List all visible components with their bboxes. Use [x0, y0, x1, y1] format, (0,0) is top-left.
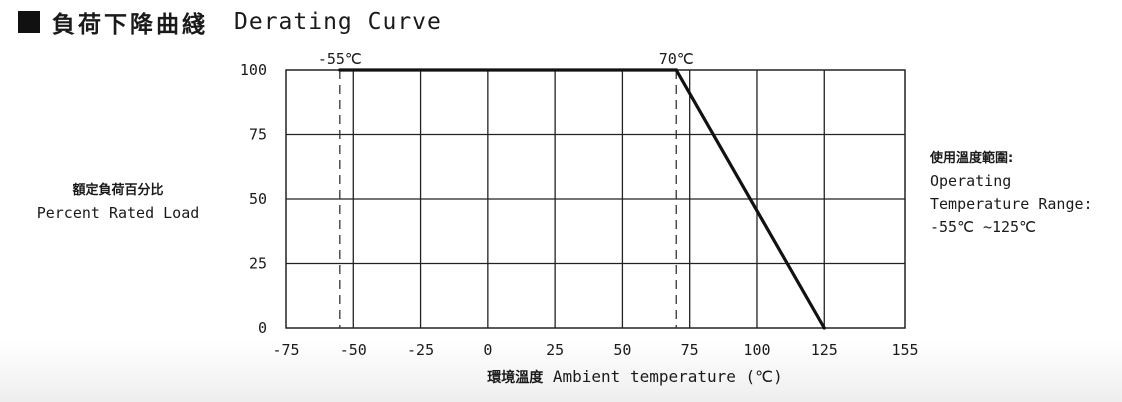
data-point	[338, 68, 342, 72]
x-tick-label: 155	[891, 341, 918, 359]
square-bullet-icon	[18, 11, 40, 33]
bottom-fade	[0, 340, 1122, 402]
page-title: 負荷下降曲綫 Derating Curve	[18, 6, 442, 38]
operating-range-label-line2: Temperature Range:	[930, 195, 1093, 213]
y-tick-label: 0	[258, 319, 267, 337]
x-axis-label-chinese: 環境溫度	[487, 370, 544, 386]
data-point	[822, 326, 826, 330]
y-tick-label: 25	[249, 255, 267, 273]
x-tick-label: 50	[613, 341, 631, 359]
title-english: Derating Curve	[234, 9, 442, 35]
x-tick-label: -25	[407, 341, 434, 359]
y-axis-label: 額定負荷百分比 Percent Rated Load	[18, 180, 218, 224]
x-tick-label: 100	[743, 341, 770, 359]
reference-line-label: -55℃	[318, 50, 362, 68]
operating-range-label-chinese: 使用溫度範圍:	[930, 151, 1014, 166]
reference-line-label: 70℃	[659, 50, 694, 68]
x-tick-label: 75	[681, 341, 699, 359]
y-tick-label: 50	[249, 190, 267, 208]
title-chinese: 負荷下降曲綫	[52, 12, 208, 38]
x-axis-label: 環境溫度 Ambient temperature (℃)	[400, 367, 870, 387]
y-axis-label-english: Percent Rated Load	[36, 204, 200, 222]
x-axis-label-english: Ambient temperature (℃)	[552, 367, 783, 386]
operating-range-note: 使用溫度範圍: Operating Temperature Range: -55…	[930, 147, 1120, 239]
x-tick-label: -75	[272, 341, 299, 359]
y-tick-label: 75	[249, 126, 267, 144]
x-tick-label: 25	[546, 341, 564, 359]
operating-range-label-line1: Operating	[930, 172, 1012, 190]
y-axis-label-chinese: 額定負荷百分比	[72, 183, 164, 198]
x-tick-label: -50	[340, 341, 367, 359]
data-point	[674, 68, 678, 72]
y-tick-label: 100	[240, 61, 267, 79]
x-tick-label: 0	[483, 341, 492, 359]
operating-range-value: -55℃ ~125℃	[930, 218, 1036, 236]
x-tick-label: 125	[811, 341, 838, 359]
